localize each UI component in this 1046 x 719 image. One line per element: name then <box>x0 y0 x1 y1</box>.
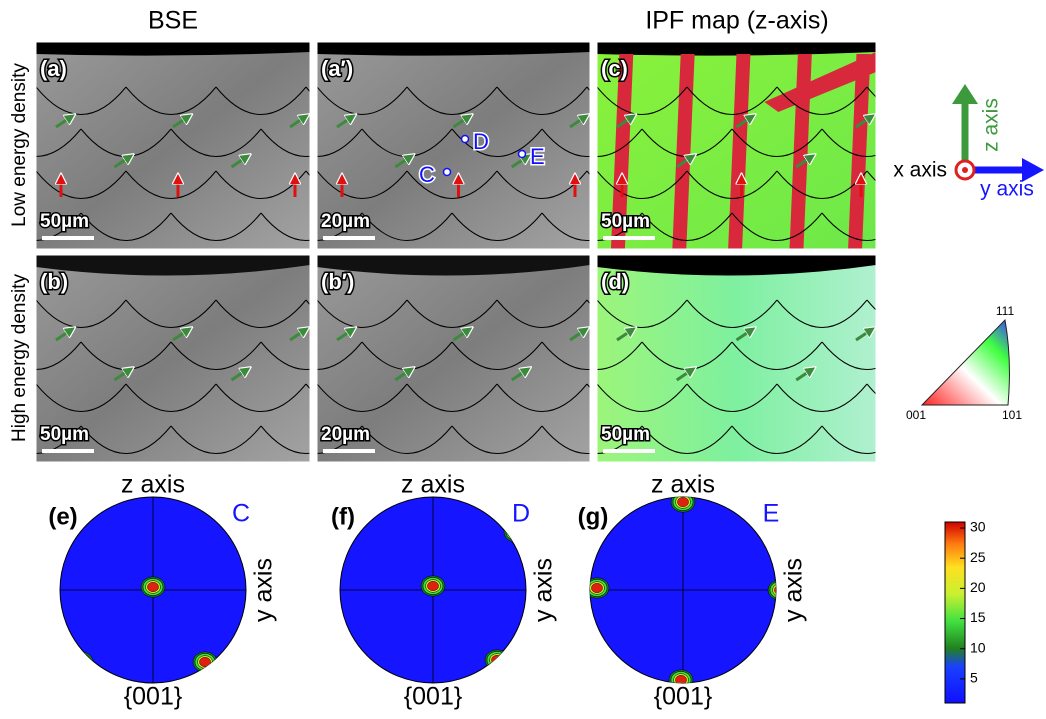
panel-label: (a) <box>40 56 67 81</box>
melt-pool-boundary <box>912 426 1002 454</box>
melt-pool-boundary <box>912 213 1002 241</box>
scale-bar-label: 20µm <box>321 211 370 232</box>
surface <box>36 42 310 56</box>
pole-spot <box>76 657 87 666</box>
scale-bar-label: 50µm <box>601 211 650 232</box>
axis-label: y axis <box>980 178 1034 201</box>
pole-spot <box>200 657 211 666</box>
colorbar-gradient <box>945 522 965 703</box>
colorbar: 5 10 15 20 25 30 <box>945 519 986 703</box>
pole-figures: (e) z axis {001} y axis C (f) z axis {001} y axi… <box>48 471 807 711</box>
scale-bar-label: 50µm <box>40 211 89 232</box>
colorbar-tick-label: 30 <box>970 519 986 535</box>
row-label: Low energy density <box>9 63 30 227</box>
pole-spot <box>74 656 89 669</box>
axis-triad: z axis x axis y axis <box>893 84 1044 201</box>
ipf-triangle: 111 001 101 <box>906 304 1022 422</box>
pole-spot <box>492 655 503 664</box>
pole-spot <box>341 662 365 682</box>
axis-label: x axis <box>893 159 947 182</box>
pole-axis-label: z axis <box>401 471 465 499</box>
column-header: BSE <box>148 7 198 35</box>
colorbar-tick-label: 25 <box>970 549 986 565</box>
colorbar-tick-label: 10 <box>970 639 986 655</box>
panel-label: (b) <box>40 269 68 294</box>
pole-spot <box>69 652 93 672</box>
row-label: High energy density <box>9 274 30 442</box>
scale-bar-label: 50µm <box>40 424 89 445</box>
surface <box>317 42 590 56</box>
column-header: IPF map (z-axis) <box>645 7 828 35</box>
triangle-label: 001 <box>906 408 926 422</box>
colorbar-tick-label: 20 <box>970 579 986 595</box>
pole-axis-label: z axis <box>121 471 185 499</box>
pole-label: (f) <box>331 503 355 530</box>
panel-label: (b′) <box>321 269 354 294</box>
pole-spot <box>71 654 91 671</box>
surface <box>597 42 876 56</box>
panel-label: (c) <box>601 56 628 81</box>
pole-spot <box>428 581 439 590</box>
pole-axis-label: {001} <box>124 683 182 711</box>
panel-label: (d) <box>601 269 629 294</box>
colorbar-tick-label: 15 <box>970 609 986 625</box>
pole-spot <box>148 582 159 591</box>
triangle-label: 111 <box>996 304 1015 318</box>
pole-spot <box>511 527 522 536</box>
point-marker <box>444 169 451 176</box>
triangle-label: 101 <box>1002 408 1022 422</box>
melt-pool-boundary <box>867 87 957 115</box>
pole-label: (e) <box>48 503 77 530</box>
scale-bar-label: 20µm <box>321 424 370 445</box>
pole-axis-label: {001} <box>404 683 462 711</box>
panels: (a) 50µm (a′) 20µm C D E (c) 50µm (b) 50µm (b′) 20µm… <box>0 42 1002 462</box>
point-marker <box>462 136 469 143</box>
pole-axis-label: y axis <box>780 558 808 622</box>
point-label: E <box>530 144 545 169</box>
pole-spot <box>343 664 363 681</box>
pole-point-label: C <box>232 500 250 528</box>
pole-axis-label: y axis <box>530 558 558 622</box>
scale-bar-label: 50µm <box>601 424 650 445</box>
pole-axis-label: {001} <box>654 683 712 711</box>
pole-axis-label: z axis <box>651 471 715 499</box>
panel-label: (a′) <box>321 56 353 81</box>
figure: BSE IPF map (z-axis) Low energy density … <box>0 0 1046 719</box>
point-label: D <box>473 129 489 154</box>
pole-spot <box>592 583 603 592</box>
point-label: C <box>419 162 435 187</box>
pole-point-label: E <box>763 500 780 528</box>
axis-label: z axis <box>980 98 1003 152</box>
pole-label: (g) <box>578 503 609 530</box>
point-marker <box>519 151 526 158</box>
pole-axis-label: y axis <box>250 558 278 622</box>
pole-point-label: D <box>512 500 530 528</box>
pole-spot <box>348 667 359 676</box>
colorbar-tick-label: 5 <box>970 670 978 686</box>
melt-pool-boundary <box>867 300 957 328</box>
pole-spot <box>346 666 361 679</box>
pole-spot <box>678 497 689 506</box>
